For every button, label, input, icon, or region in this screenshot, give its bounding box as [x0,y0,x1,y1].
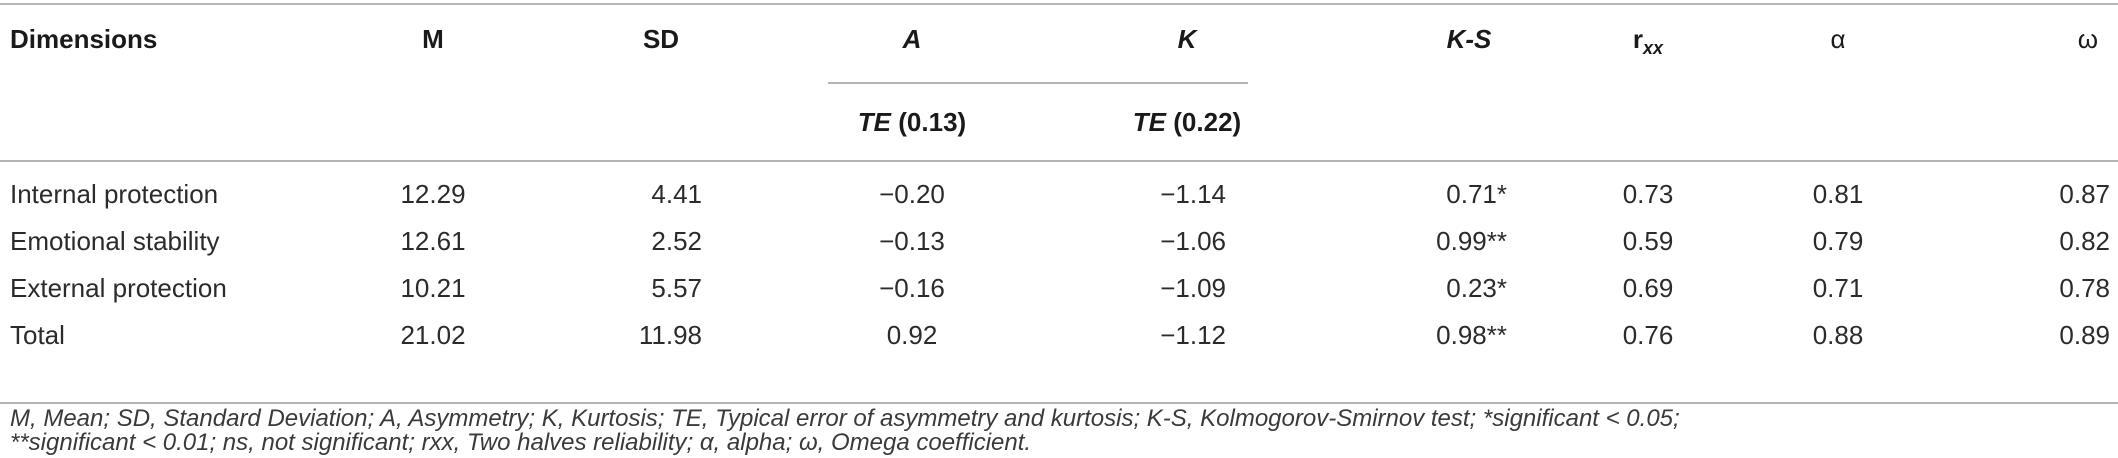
header-rxx: rxx [1633,23,1663,64]
header-te-k: TE (0.22) [1133,106,1241,138]
cell-omega: 0.87 [2059,179,2110,209]
header-m: M [422,24,444,54]
header-rxx-base: r [1632,24,1644,54]
cell-k: −1.06 [1160,226,1226,256]
bottom-rule [0,402,2118,404]
cell-rxx: 0.59 [1622,226,1674,256]
row-dimension: Emotional stability [10,226,220,256]
cell-sd: 2.52 [651,226,702,256]
top-rule [0,3,2118,5]
ak-header-rule [828,82,1248,84]
cell-rxx: 0.69 [1622,273,1674,303]
cell-sd: 4.41 [651,179,702,209]
header-te-a: TE (0.13) [858,106,966,138]
row-dimension: External protection [10,273,227,303]
header-te-a-value: (0.13) [898,107,967,137]
header-k: K [1177,24,1197,54]
header-rule [0,160,2118,162]
cell-alpha: 0.79 [1812,226,1864,256]
cell-a: −0.20 [879,179,945,209]
cell-alpha: 0.71 [1812,273,1864,303]
cell-ks: 0.98** [1436,320,1507,350]
cell-k: −1.09 [1160,273,1226,303]
header-omega: ω [2077,24,2098,54]
header-alpha: α [1830,24,1846,54]
cell-ks: 0.23* [1446,273,1507,303]
header-a: A [902,24,922,54]
cell-omega: 0.89 [2059,320,2110,350]
cell-alpha: 0.81 [1812,179,1864,209]
footnote-line-2: **significant < 0.01; ns, not significan… [10,429,1032,456]
cell-ks: 0.71* [1446,179,1507,209]
header-te-k-value: (0.22) [1173,107,1242,137]
cell-sd: 11.98 [638,320,702,350]
footnote-line-1: M, Mean; SD, Standard Deviation; A, Asym… [10,405,1680,432]
header-te-k-label: TE [1132,107,1167,137]
cell-alpha: 0.88 [1812,320,1864,350]
cell-m: 21.02 [400,320,466,350]
cell-m: 10.21 [400,273,466,303]
cell-a: 0.92 [886,320,938,350]
cell-k: −1.14 [1160,179,1226,209]
header-sd: SD [642,24,680,54]
header-dimensions: Dimensions [10,24,158,54]
header-te-a-label: TE [857,107,892,137]
cell-rxx: 0.76 [1622,320,1674,350]
cell-a: −0.16 [879,273,945,303]
cell-k: −1.12 [1160,320,1226,350]
header-rxx-sub: xx [1643,38,1664,58]
header-ks: K-S [1446,24,1492,54]
row-dimension: Total [10,320,65,350]
cell-sd: 5.57 [651,273,702,303]
row-dimension: Internal protection [10,179,219,209]
cell-omega: 0.78 [2059,273,2110,303]
cell-omega: 0.82 [2059,226,2110,256]
cell-m: 12.29 [400,179,466,209]
cell-rxx: 0.73 [1622,179,1674,209]
cell-a: −0.13 [879,226,945,256]
cell-m: 12.61 [400,226,466,256]
cell-ks: 0.99** [1436,226,1507,256]
